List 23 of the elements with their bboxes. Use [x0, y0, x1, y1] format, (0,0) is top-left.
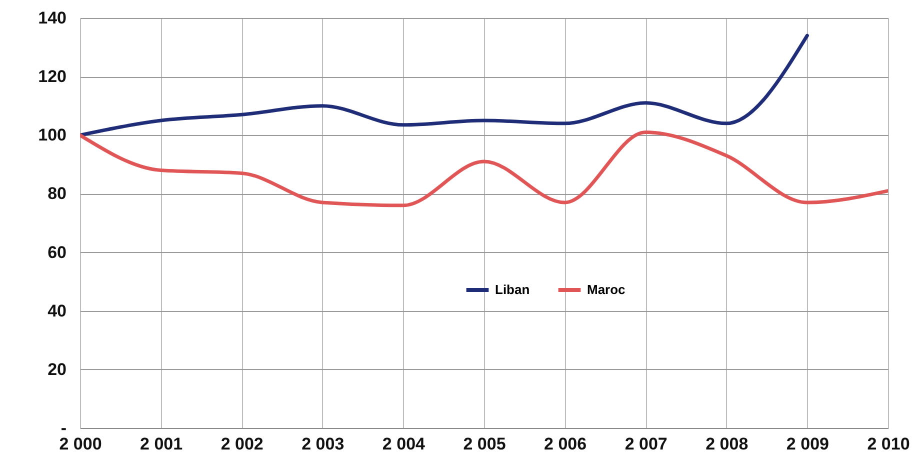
y-tick-label: 120 [38, 67, 66, 86]
x-tick-label: 2 005 [463, 434, 506, 454]
y-tick-label: - [60, 418, 66, 438]
legend-label: Liban [495, 282, 530, 298]
x-tick-label: 2 000 [59, 434, 102, 454]
x-tick-label: 2 006 [544, 434, 587, 454]
legend-label: Maroc [587, 282, 626, 298]
x-tick-label: 2 009 [786, 434, 829, 454]
x-tick-label: 2 007 [624, 434, 668, 454]
line-series [80, 130, 888, 208]
x-tick-label: 2 008 [706, 434, 748, 454]
x-tick-label: 2 010 [867, 434, 910, 454]
y-tick-label: 100 [38, 126, 66, 145]
line-series [80, 34, 809, 137]
x-tick-label: 2 004 [382, 434, 426, 454]
x-tick-label: 2 002 [220, 434, 264, 454]
y-tick-label: 140 [38, 8, 66, 28]
x-tick-label: 2 001 [140, 434, 183, 454]
y-tick-label: 80 [48, 184, 66, 204]
y-tick-label: 20 [48, 360, 66, 379]
y-tick-label: 60 [48, 242, 66, 262]
x-tick-label: 2 003 [302, 434, 344, 454]
y-tick-label: 40 [48, 301, 66, 320]
